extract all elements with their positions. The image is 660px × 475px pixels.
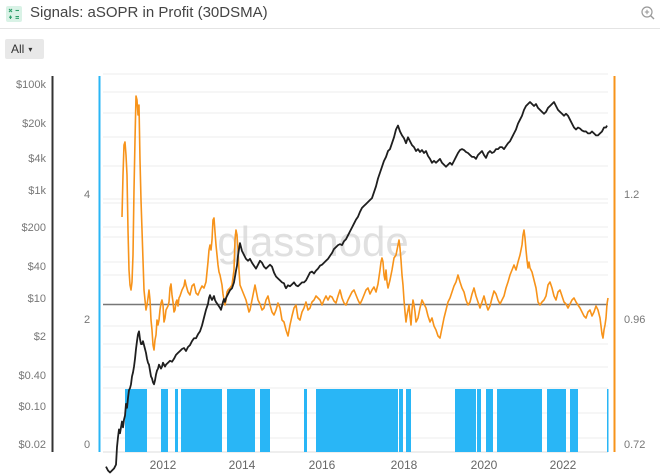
range-dropdown-label: All — [11, 42, 25, 56]
calculator-icon — [6, 6, 22, 22]
x-tick: 2020 — [470, 458, 498, 472]
y-tick-signal: 4 — [84, 189, 91, 201]
y-tick-left: $200 — [21, 222, 46, 234]
y-tick-left: $0.10 — [18, 401, 46, 413]
zoom-in-icon — [641, 6, 655, 20]
range-dropdown[interactable]: All ▾ — [5, 39, 44, 59]
x-tick: 2014 — [228, 458, 256, 472]
x-tick: 2022 — [549, 458, 577, 472]
y-tick-left: $4k — [28, 153, 46, 165]
y-tick-asopr: 0.96 — [624, 314, 646, 326]
y-tick-asopr: 1.2 — [624, 189, 640, 201]
x-tick: 2018 — [390, 458, 418, 472]
asopr-line — [121, 95, 609, 351]
caret-down-icon: ▾ — [28, 45, 33, 54]
y-tick-asopr: 0.72 — [624, 439, 646, 451]
y-tick-left: $0.02 — [18, 439, 46, 451]
y-tick-left: $0.40 — [18, 370, 46, 382]
signal-bars — [125, 389, 609, 452]
y-tick-left: $2 — [33, 331, 46, 343]
y-tick-signal: 2 — [84, 314, 91, 326]
price-line — [105, 101, 608, 474]
chart-header: Signals: aSOPR in Profit (30DSMA) — [0, 0, 660, 29]
y-tick-left: $40 — [27, 261, 46, 273]
chart-title: Signals: aSOPR in Profit (30DSMA) — [30, 4, 268, 21]
x-tick: 2012 — [149, 458, 177, 472]
y-tick-left: $100k — [16, 79, 46, 91]
x-tick: 2016 — [308, 458, 336, 472]
y-tick-left: $10 — [27, 293, 46, 305]
watermark: glassnode — [217, 218, 408, 265]
y-tick-signal: 0 — [84, 439, 91, 451]
y-tick-left: $20k — [22, 118, 46, 130]
zoom-in-button[interactable] — [640, 5, 656, 21]
y-tick-left: $1k — [28, 185, 46, 197]
